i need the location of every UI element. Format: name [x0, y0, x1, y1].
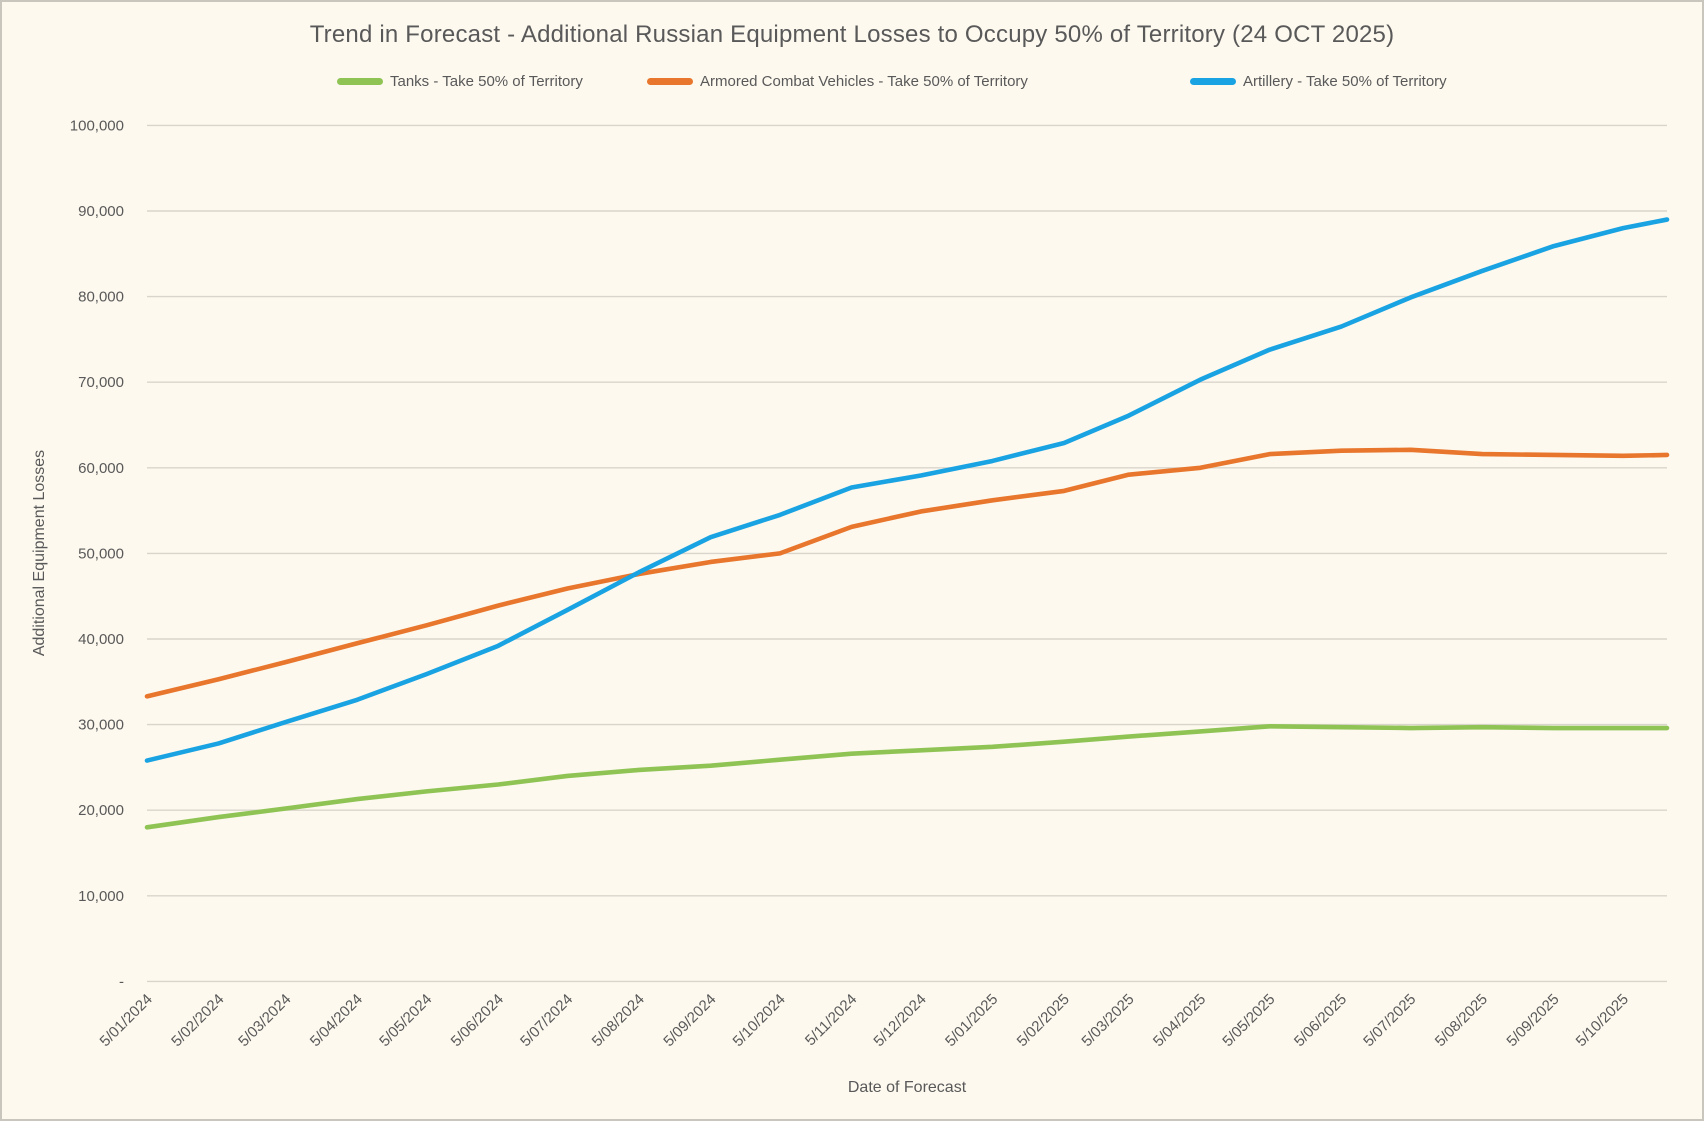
x-tick-label: 5/08/2025: [1432, 991, 1491, 1050]
x-tick-label: 5/07/2025: [1360, 991, 1419, 1050]
y-tick-label: 60,000: [78, 460, 124, 477]
x-axis-title: Date of Forecast: [848, 1079, 967, 1096]
x-tick-label: 5/02/2024: [168, 991, 227, 1050]
y-axis-title: Additional Equipment Losses: [31, 450, 48, 656]
y-tick-label: 10,000: [78, 888, 124, 905]
x-tick-label: 5/09/2024: [660, 991, 719, 1050]
gridlines: [147, 124, 1667, 983]
x-tick-label: 5/05/2025: [1219, 991, 1278, 1050]
legend-item-tanks[interactable]: Tanks - Take 50% of Territory: [337, 70, 583, 92]
y-tick-label: 20,000: [78, 802, 124, 819]
y-tick-label: 30,000: [78, 717, 124, 734]
chart-title: Trend in Forecast - Additional Russian E…: [309, 21, 1395, 48]
legend-item-armored-combat-vehicles[interactable]: Armored Combat Vehicles - Take 50% of Te…: [647, 70, 1028, 92]
axis-tick-labels: - 10,000 20,000 30,000 40,000 50,000 60,000 70,…: [70, 117, 1632, 1050]
series-line-1[interactable]: [144, 447, 1670, 699]
series-line-2[interactable]: [144, 217, 1670, 763]
x-tick-label: 5/01/2024: [97, 991, 156, 1050]
y-tick-label: 90,000: [78, 203, 124, 220]
acv-line-marker-icon: [647, 77, 693, 85]
x-tick-label: 5/10/2024: [730, 991, 789, 1050]
artillery-line-marker-icon: [1190, 77, 1236, 85]
legend-label-tanks: Tanks - Take 50% of Territory: [390, 72, 583, 90]
x-tick-label: 5/03/2025: [1078, 991, 1137, 1050]
x-tick-label: 5/10/2025: [1573, 991, 1632, 1050]
x-tick-label: 5/12/2024: [870, 991, 929, 1050]
tanks-line-marker-icon: [337, 77, 383, 85]
legend-label-armored-combat-vehicles: Armored Combat Vehicles - Take 50% of Te…: [700, 72, 1028, 90]
x-tick-label: 5/04/2024: [307, 991, 366, 1050]
x-tick-label: 5/05/2024: [376, 991, 435, 1050]
y-tick-label: 50,000: [78, 545, 124, 562]
y-tick-label: -: [119, 973, 124, 990]
x-tick-label: 5/01/2025: [942, 991, 1001, 1050]
y-tick-label: 80,000: [78, 289, 124, 306]
y-tick-label: 40,000: [78, 631, 124, 648]
legend-label-artillery: Artillery - Take 50% of Territory: [1243, 72, 1447, 90]
x-tick-label: 5/09/2025: [1503, 991, 1562, 1050]
y-tick-label: 70,000: [78, 374, 124, 391]
x-tick-label: 5/03/2024: [235, 991, 294, 1050]
series-line-0[interactable]: [144, 724, 1670, 830]
y-tick-label: 100,000: [70, 117, 124, 134]
legend-item-artillery[interactable]: Artillery - Take 50% of Territory: [1190, 70, 1447, 92]
x-tick-label: 5/02/2025: [1014, 991, 1073, 1050]
x-tick-label: 5/08/2024: [589, 991, 648, 1050]
x-tick-label: 5/07/2024: [517, 991, 576, 1050]
x-tick-label: 5/11/2024: [802, 991, 860, 1049]
x-tick-label: 5/04/2025: [1150, 991, 1209, 1050]
data-series: [144, 217, 1670, 830]
x-tick-label: 5/06/2024: [448, 991, 507, 1050]
x-tick-label: 5/06/2025: [1291, 991, 1350, 1050]
